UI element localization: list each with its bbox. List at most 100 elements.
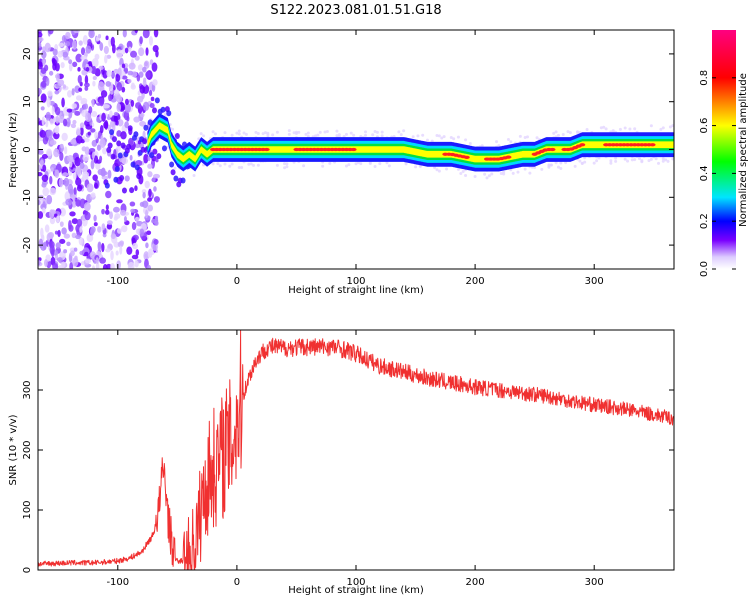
- spectrogram-y-tick-label: 10: [22, 95, 33, 108]
- spectrogram-cell: [42, 164, 47, 173]
- spectrogram-cell: [116, 228, 122, 234]
- spectrogram-cell: [509, 140, 513, 144]
- spectrogram-cell: [57, 257, 63, 263]
- spectrogram-cell: [55, 115, 60, 124]
- spectrogram-cell: [578, 159, 582, 163]
- spectrogram-cell: [649, 124, 653, 128]
- spectrogram-cell: [92, 76, 97, 81]
- spectrogram-x-tick-label: 100: [346, 276, 365, 287]
- spectrogram-cell: [135, 143, 141, 149]
- spectrogram-cell: [136, 173, 142, 180]
- spectrogram-cell: [228, 164, 232, 168]
- spectrogram-cell: [91, 151, 95, 160]
- spectrogram-cell: [671, 124, 674, 128]
- spectrogram-cell: [256, 131, 260, 135]
- spectrogram-cell: [62, 51, 69, 58]
- spectrogram-cell: [328, 161, 332, 165]
- spectrogram-cell: [464, 138, 468, 142]
- spectrogram-cell: [139, 36, 143, 45]
- spectrogram-cell: [230, 133, 234, 137]
- spectrogram-cell: [109, 211, 113, 220]
- spectrogram-cell: [126, 115, 130, 122]
- spectrogram-cell: [141, 138, 147, 145]
- spectrogram-cell: [461, 169, 465, 173]
- spectrogram-cell: [116, 199, 123, 204]
- spectrogram-cell: [49, 118, 54, 125]
- spectrogram-cell: [142, 192, 146, 199]
- spectrogram-cell: [39, 129, 46, 138]
- spectrogram-cell: [283, 162, 287, 166]
- snr-y-tick-label: 300: [22, 380, 33, 399]
- spectrogram-cell: [102, 147, 107, 155]
- spectrogram-cell: [141, 189, 147, 194]
- spectrogram-cell: [237, 166, 241, 170]
- spectrogram-cell: [106, 54, 112, 59]
- spectrogram-cell: [54, 106, 61, 116]
- spectrogram-cell: [49, 209, 55, 219]
- colorbar-tick-label: 0.4: [699, 165, 710, 181]
- spectrogram-cell: [41, 116, 45, 126]
- spectrogram-cell: [256, 163, 260, 167]
- spectrogram-cell: [62, 172, 69, 177]
- spectrogram-cell: [121, 187, 127, 194]
- spectrogram-cell: [38, 37, 44, 42]
- spectrogram-cell: [647, 159, 651, 163]
- spectrogram-cell: [40, 106, 45, 111]
- spectrogram-cell: [576, 130, 580, 134]
- spectrogram-cell: [151, 62, 158, 72]
- spectrogram-cell: [40, 227, 44, 238]
- spectrogram-cell: [113, 216, 118, 221]
- spectrogram-cell: [52, 48, 58, 56]
- spectrogram-cell: [554, 130, 558, 134]
- spectrogram-cell: [86, 233, 94, 243]
- spectrogram-cell: [100, 135, 104, 145]
- spectrogram-cell: [116, 260, 122, 269]
- spectrogram-cell: [124, 98, 129, 105]
- spectrogram-cell: [84, 74, 89, 85]
- spectrogram-cell: [106, 263, 112, 269]
- spectrogram-cell: [602, 125, 606, 129]
- spectrogram-cell: [105, 35, 109, 41]
- spectrogram-cell: [117, 152, 123, 159]
- snr-x-ticks: -100 0 100 200 300: [106, 330, 604, 588]
- spectrogram-cell: [49, 175, 53, 185]
- spectrogram-y-tick-label: -10: [22, 189, 33, 205]
- spectrogram-cell: [146, 230, 152, 236]
- spectrogram-cell: [131, 82, 135, 88]
- spectrogram-cell: [359, 162, 363, 166]
- spectrogram-cell: [373, 130, 377, 134]
- spectrogram-cell: [69, 211, 76, 217]
- spectrogram-cell: [171, 127, 175, 131]
- spectrogram-cell: [54, 230, 59, 235]
- spectrogram-cell: [52, 262, 59, 269]
- snr-series-line: [38, 330, 674, 570]
- spectrogram-cell: [506, 138, 510, 142]
- spectrogram-cell: [38, 259, 41, 266]
- spectrogram-cell: [275, 163, 279, 167]
- spectrogram-cell: [78, 40, 83, 46]
- spectrogram-cell: [192, 174, 196, 178]
- spectrogram-cell: [54, 124, 60, 135]
- spectrogram-cell: [623, 126, 627, 130]
- spectrogram-cell: [106, 220, 113, 225]
- spectrogram-cell: [202, 134, 206, 138]
- spectrogram-cell: [155, 158, 159, 163]
- spectrogram-cell: [71, 103, 77, 109]
- spectrogram-cell: [135, 249, 140, 256]
- spectrogram-cell: [101, 167, 106, 177]
- spectrogram-cell: [88, 147, 96, 153]
- spectrogram-cell: [321, 164, 325, 168]
- spectrogram-cell: [78, 236, 84, 246]
- spectrogram-cell: [421, 133, 425, 137]
- spectrogram-cell: [133, 131, 139, 138]
- snr-x-tick-label: 100: [346, 577, 365, 588]
- spectrogram-cell: [128, 62, 136, 70]
- spectrogram-cell: [75, 135, 83, 144]
- spectrogram-cell: [45, 77, 50, 86]
- spectrogram-cell: [442, 135, 446, 139]
- spectrogram-cell: [583, 160, 587, 164]
- spectrogram-cell: [145, 47, 149, 56]
- spectrogram-cell: [131, 221, 137, 231]
- spectrogram-cell: [292, 131, 296, 135]
- spectrogram-cell: [104, 54, 108, 64]
